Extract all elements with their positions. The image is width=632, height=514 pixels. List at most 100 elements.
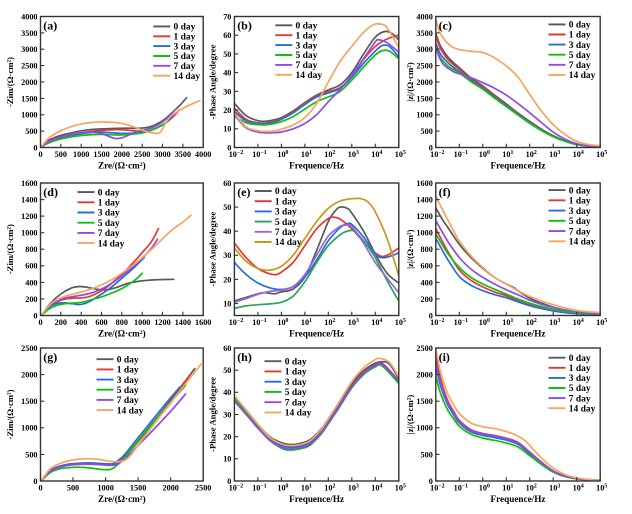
svg-text:101: 101 <box>301 150 312 159</box>
svg-text:10−1: 10−1 <box>252 150 266 159</box>
svg-text:10−1: 10−1 <box>252 483 266 492</box>
svg-text:800: 800 <box>421 245 433 254</box>
svg-text:Zre/(Ω·cm²): Zre/(Ω·cm²) <box>98 494 146 504</box>
svg-text:2000: 2000 <box>416 78 432 87</box>
svg-text:100: 100 <box>277 150 288 159</box>
svg-text:2000: 2000 <box>21 371 37 380</box>
svg-text:0: 0 <box>38 150 42 159</box>
svg-text:60: 60 <box>223 344 231 353</box>
svg-text:103: 103 <box>348 150 359 159</box>
svg-text:2000: 2000 <box>163 484 179 493</box>
svg-text:400: 400 <box>75 318 87 327</box>
svg-text:5 day: 5 day <box>275 218 297 228</box>
svg-text:5 day: 5 day <box>117 386 139 396</box>
svg-text:5 day: 5 day <box>569 51 591 61</box>
svg-text:10−2: 10−2 <box>229 318 243 327</box>
svg-text:3 day: 3 day <box>117 376 139 386</box>
svg-text:1 day: 1 day <box>569 197 591 207</box>
svg-text:2500: 2500 <box>195 484 211 493</box>
svg-text:600: 600 <box>25 262 37 271</box>
svg-text:1000: 1000 <box>416 229 432 238</box>
svg-text:(c): (c) <box>439 19 452 33</box>
svg-text:(b): (b) <box>237 19 252 33</box>
svg-text:100: 100 <box>277 318 288 327</box>
svg-text:1 day: 1 day <box>285 368 307 378</box>
svg-text:3000: 3000 <box>154 150 170 159</box>
svg-text:3000: 3000 <box>416 45 432 54</box>
svg-text:10−2: 10−2 <box>229 483 243 492</box>
svg-text:1 day: 1 day <box>275 197 297 207</box>
svg-text:|z|/(Ω·cm²): |z|/(Ω·cm²) <box>405 229 415 269</box>
svg-text:Frequence/Hz: Frequence/Hz <box>289 328 344 338</box>
svg-text:7 day: 7 day <box>275 228 297 238</box>
svg-text:103: 103 <box>348 483 359 492</box>
svg-text:70: 70 <box>223 12 231 21</box>
svg-text:104: 104 <box>371 483 382 492</box>
svg-text:400: 400 <box>25 278 37 287</box>
svg-text:3000: 3000 <box>21 45 37 54</box>
svg-text:-Zim/(Ω·cm²): -Zim/(Ω·cm²) <box>5 389 15 439</box>
svg-text:104: 104 <box>573 318 584 327</box>
svg-text:101: 101 <box>502 150 513 159</box>
svg-text:14 day: 14 day <box>296 71 323 81</box>
svg-text:1200: 1200 <box>416 212 432 221</box>
svg-text:-Zim/(Ω·cm²): -Zim/(Ω·cm²) <box>5 224 15 274</box>
svg-text:14 day: 14 day <box>275 238 302 248</box>
svg-text:1 day: 1 day <box>117 366 139 376</box>
svg-text:100: 100 <box>479 483 490 492</box>
svg-text:10: 10 <box>223 299 231 308</box>
svg-text:10−1: 10−1 <box>454 150 468 159</box>
svg-text:20: 20 <box>223 433 231 442</box>
svg-text:10−1: 10−1 <box>252 318 266 327</box>
svg-text:7 day: 7 day <box>569 394 591 404</box>
svg-text:5 day: 5 day <box>569 217 591 227</box>
svg-text:1200: 1200 <box>21 212 37 221</box>
svg-text:1000: 1000 <box>134 318 150 327</box>
svg-text:1500: 1500 <box>130 484 146 493</box>
svg-text:60: 60 <box>223 31 231 40</box>
svg-text:14 day: 14 day <box>98 239 125 249</box>
svg-text:3 day: 3 day <box>569 41 591 51</box>
svg-text:5 day: 5 day <box>98 219 120 229</box>
svg-text:4000: 4000 <box>416 12 432 21</box>
svg-text:0: 0 <box>33 477 37 486</box>
svg-text:-Zim/(Ω·cm²): -Zim/(Ω·cm²) <box>5 57 15 107</box>
svg-text:1500: 1500 <box>21 397 37 406</box>
svg-text:200: 200 <box>55 318 67 327</box>
svg-text:0 day: 0 day <box>174 23 196 33</box>
svg-text:14 day: 14 day <box>569 238 596 248</box>
svg-text:3 day: 3 day <box>174 42 196 52</box>
svg-text:104: 104 <box>371 318 382 327</box>
svg-text:7 day: 7 day <box>117 396 139 406</box>
svg-text:50: 50 <box>223 203 231 212</box>
svg-text:40: 40 <box>223 227 231 236</box>
svg-text:102: 102 <box>526 318 537 327</box>
svg-text:30: 30 <box>223 251 231 260</box>
svg-text:2500: 2500 <box>416 344 432 353</box>
svg-text:200: 200 <box>25 295 37 304</box>
svg-text:3500: 3500 <box>21 29 37 38</box>
svg-text:800: 800 <box>25 245 37 254</box>
svg-text:1 day: 1 day <box>296 31 318 41</box>
svg-text:3 day: 3 day <box>285 378 307 388</box>
svg-text:50: 50 <box>223 50 231 59</box>
svg-text:600: 600 <box>421 262 433 271</box>
svg-text:10: 10 <box>223 125 231 134</box>
svg-text:100: 100 <box>277 483 288 492</box>
svg-text:3500: 3500 <box>175 150 191 159</box>
svg-text:1600: 1600 <box>21 179 37 188</box>
svg-text:2500: 2500 <box>416 62 432 71</box>
svg-text:0: 0 <box>227 143 231 152</box>
svg-text:1200: 1200 <box>154 318 170 327</box>
svg-text:105: 105 <box>596 483 607 492</box>
svg-text:0: 0 <box>429 311 433 320</box>
svg-text:Frequence/Hz: Frequence/Hz <box>491 494 546 504</box>
svg-text:Frequence/Hz: Frequence/Hz <box>289 494 344 504</box>
svg-text:|z|/(Ω·cm²): |z|/(Ω·cm²) <box>405 62 415 102</box>
svg-text:1500: 1500 <box>416 397 432 406</box>
svg-text:103: 103 <box>549 318 560 327</box>
svg-text:600: 600 <box>95 318 107 327</box>
svg-text:101: 101 <box>301 483 312 492</box>
svg-text:800: 800 <box>116 318 128 327</box>
svg-text:14 day: 14 day <box>285 409 312 419</box>
